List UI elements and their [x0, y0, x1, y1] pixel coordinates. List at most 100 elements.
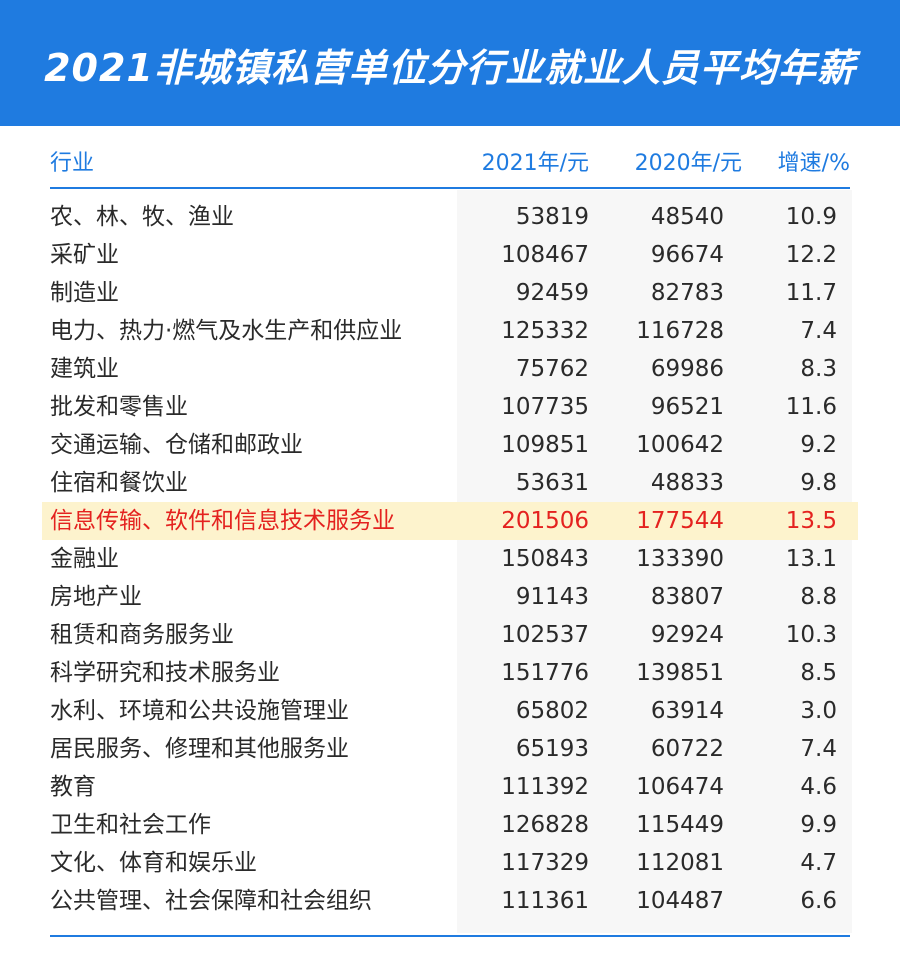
industry-cell: 卫生和社会工作 [50, 812, 211, 838]
salary-2021-cell: 108467 [501, 242, 589, 268]
growth-rate-cell: 8.5 [800, 660, 837, 686]
salary-2020-cell: 92924 [650, 622, 724, 648]
growth-rate-cell: 8.8 [800, 584, 837, 610]
salary-2021-cell: 150843 [501, 546, 589, 572]
salary-2021-cell: 53819 [515, 204, 589, 230]
column-header-2021: 2021年/元 [481, 151, 589, 176]
table-row: 居民服务、修理和其他服务业 65193 60722 7.4 [0, 730, 900, 768]
industry-cell: 租赁和商务服务业 [50, 622, 234, 648]
table-row: 教育 111392 106474 4.6 [0, 768, 900, 806]
salary-2021-cell: 92459 [515, 280, 589, 306]
salary-2021-cell: 111361 [501, 888, 589, 914]
salary-2021-cell: 126828 [501, 812, 589, 838]
salary-2020-cell: 100642 [636, 432, 724, 458]
industry-cell: 农、林、牧、渔业 [50, 204, 234, 230]
salary-2020-cell: 83807 [650, 584, 724, 610]
growth-rate-cell: 3.0 [800, 698, 837, 724]
salary-2021-cell: 201506 [501, 508, 589, 534]
table-row-highlighted: 信息传输、软件和信息技术服务业 201506 177544 13.5 [0, 502, 900, 540]
salary-2020-cell: 139851 [636, 660, 724, 686]
table-row: 采矿业 108467 96674 12.2 [0, 236, 900, 274]
salary-2021-cell: 102537 [501, 622, 589, 648]
salary-2020-cell: 177544 [636, 508, 724, 534]
table-row: 金融业 150843 133390 13.1 [0, 540, 900, 578]
growth-rate-cell: 9.9 [800, 812, 837, 838]
table-row: 农、林、牧、渔业 53819 48540 10.9 [0, 198, 900, 236]
industry-cell: 水利、环境和公共设施管理业 [50, 698, 349, 724]
salary-2020-cell: 48540 [650, 204, 724, 230]
salary-2020-cell: 69986 [650, 356, 724, 382]
industry-cell: 住宿和餐饮业 [50, 470, 188, 496]
table-row: 电力、热力·燃气及水生产和供应业 125332 116728 7.4 [0, 312, 900, 350]
growth-rate-cell: 9.2 [800, 432, 837, 458]
salary-2021-cell: 151776 [501, 660, 589, 686]
growth-rate-cell: 7.4 [800, 736, 837, 762]
salary-2021-cell: 91143 [515, 584, 589, 610]
industry-cell: 房地产业 [50, 584, 142, 610]
industry-cell: 批发和零售业 [50, 394, 188, 420]
industry-cell: 交通运输、仓储和邮政业 [50, 432, 303, 458]
growth-rate-cell: 4.7 [800, 850, 837, 876]
column-header-growth: 增速/% [777, 151, 850, 176]
growth-rate-cell: 10.9 [785, 204, 837, 230]
salary-2020-cell: 104487 [636, 888, 724, 914]
industry-cell: 信息传输、软件和信息技术服务业 [50, 508, 395, 534]
industry-cell: 电力、热力·燃气及水生产和供应业 [50, 318, 403, 344]
salary-2020-cell: 116728 [636, 318, 724, 344]
industry-cell: 文化、体育和娱乐业 [50, 850, 257, 876]
industry-cell: 制造业 [50, 280, 119, 306]
table-row: 住宿和餐饮业 53631 48833 9.8 [0, 464, 900, 502]
growth-rate-cell: 4.6 [800, 774, 837, 800]
growth-rate-cell: 9.8 [800, 470, 837, 496]
growth-rate-cell: 13.1 [785, 546, 837, 572]
column-header-industry: 行业 [50, 151, 95, 176]
industry-cell: 公共管理、社会保障和社会组织 [50, 888, 372, 914]
salary-2020-cell: 115449 [636, 812, 724, 838]
salary-table-body: 农、林、牧、渔业 53819 48540 10.9 采矿业 108467 96674 12.2… [0, 198, 900, 920]
industry-cell: 科学研究和技术服务业 [50, 660, 280, 686]
table-row: 交通运输、仓储和邮政业 109851 100642 9.2 [0, 426, 900, 464]
salary-2020-cell: 48833 [650, 470, 724, 496]
table-row: 水利、环境和公共设施管理业 65802 63914 3.0 [0, 692, 900, 730]
growth-rate-cell: 13.5 [785, 508, 837, 534]
salary-2021-cell: 125332 [501, 318, 589, 344]
table-row: 租赁和商务服务业 102537 92924 10.3 [0, 616, 900, 654]
salary-2021-cell: 109851 [501, 432, 589, 458]
header-divider [50, 187, 850, 189]
salary-2021-cell: 53631 [515, 470, 589, 496]
salary-2021-cell: 111392 [501, 774, 589, 800]
table-row: 公共管理、社会保障和社会组织 111361 104487 6.6 [0, 882, 900, 920]
salary-2020-cell: 112081 [636, 850, 724, 876]
industry-cell: 居民服务、修理和其他服务业 [50, 736, 349, 762]
growth-rate-cell: 7.4 [800, 318, 837, 344]
growth-rate-cell: 12.2 [785, 242, 837, 268]
salary-2021-cell: 65802 [515, 698, 589, 724]
salary-2021-cell: 75762 [515, 356, 589, 382]
table-row: 卫生和社会工作 126828 115449 9.9 [0, 806, 900, 844]
table-row: 建筑业 75762 69986 8.3 [0, 350, 900, 388]
growth-rate-cell: 11.7 [785, 280, 837, 306]
industry-cell: 教育 [50, 774, 96, 800]
salary-2020-cell: 60722 [650, 736, 724, 762]
title-banner: 2021非城镇私营单位分行业就业人员平均年薪 [0, 0, 900, 126]
table-row: 批发和零售业 107735 96521 11.6 [0, 388, 900, 426]
salary-2020-cell: 96521 [650, 394, 724, 420]
growth-rate-cell: 10.3 [785, 622, 837, 648]
table-row: 科学研究和技术服务业 151776 139851 8.5 [0, 654, 900, 692]
numeric-columns-background [457, 190, 852, 933]
table-row: 房地产业 91143 83807 8.8 [0, 578, 900, 616]
page-title: 2021非城镇私营单位分行业就业人员平均年薪 [44, 46, 856, 90]
table-row: 制造业 92459 82783 11.7 [0, 274, 900, 312]
salary-2021-cell: 117329 [501, 850, 589, 876]
column-header-2020: 2020年/元 [634, 151, 742, 176]
industry-cell: 金融业 [50, 546, 119, 572]
growth-rate-cell: 8.3 [800, 356, 837, 382]
industry-cell: 采矿业 [50, 242, 119, 268]
salary-2020-cell: 96674 [650, 242, 724, 268]
salary-2020-cell: 133390 [636, 546, 724, 572]
industry-cell: 建筑业 [50, 356, 119, 382]
table-bottom-rule [50, 935, 850, 937]
salary-2020-cell: 106474 [636, 774, 724, 800]
growth-rate-cell: 11.6 [785, 394, 837, 420]
table-row: 文化、体育和娱乐业 117329 112081 4.7 [0, 844, 900, 882]
